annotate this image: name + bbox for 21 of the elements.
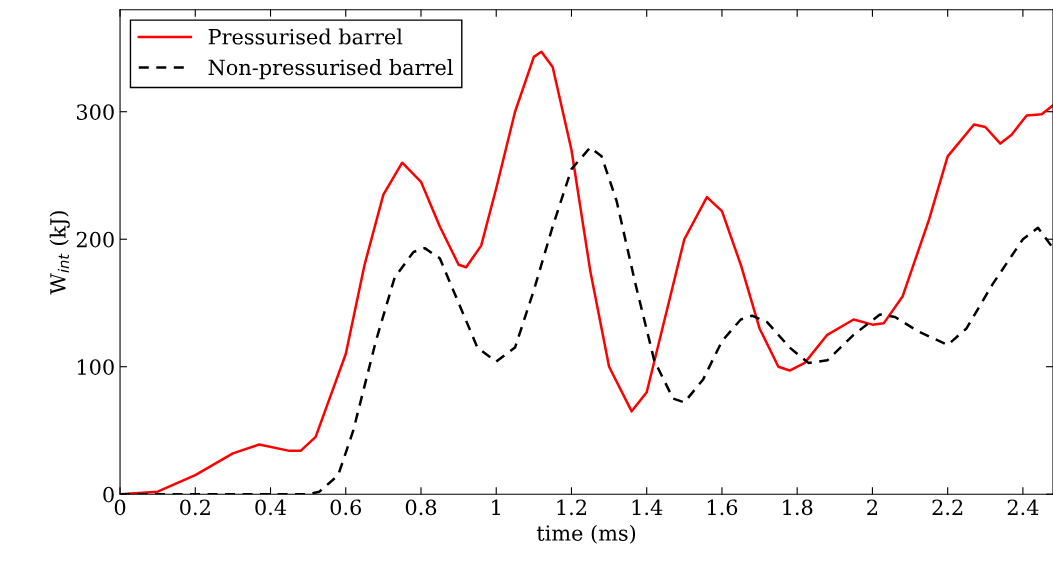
x-tick-label: 0.2 (180, 499, 210, 516)
x-tick-label: 2.4 (1007, 499, 1039, 516)
legend-label: Pressurised barrel (208, 28, 403, 45)
x-tick-label: 2.2 (932, 499, 963, 516)
x-tick-label: 1.8 (783, 499, 813, 516)
legend-label: Non-pressurised barrel (208, 59, 453, 80)
x-tick-label: 1 (492, 499, 500, 515)
x-axis-title: time (ms) (536, 524, 636, 544)
y-axis-title: W$_{int}$ (kJ) (49, 211, 70, 295)
x-tick-label: 2 (867, 499, 878, 515)
y-tick-label: 0 (103, 486, 114, 503)
x-tick-label: 0.4 (255, 499, 287, 516)
y-tick-label: 100 (77, 359, 114, 375)
x-tick-label: 0.6 (330, 499, 362, 516)
x-tick-label: 0 (114, 499, 126, 516)
x-tick-label: 1.2 (557, 499, 586, 516)
y-tick-label: 200 (76, 231, 114, 248)
x-tick-label: 1.4 (632, 499, 663, 516)
x-tick-label: 1.6 (707, 499, 738, 516)
y-tick-label: 300 (77, 104, 114, 120)
x-tick-label: 0.8 (405, 499, 437, 516)
